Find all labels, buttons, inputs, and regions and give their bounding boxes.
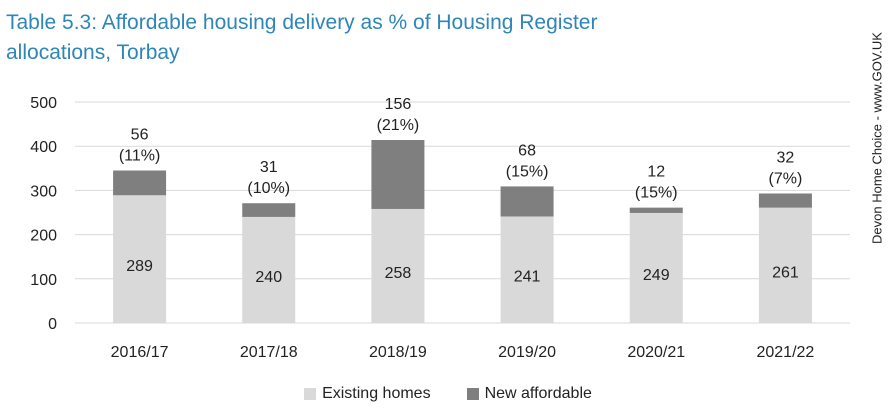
legend: Existing homes New affordable [0, 385, 896, 403]
data-label-existing: 258 [385, 265, 412, 282]
x-tick-label: 2017/18 [240, 344, 298, 361]
data-label-pct: (15%) [506, 163, 549, 180]
legend-swatch-existing [304, 388, 317, 400]
bar-existing-homes [371, 208, 425, 323]
bar-new-affordable [371, 140, 425, 209]
x-tick-label: 2019/20 [498, 344, 556, 361]
data-label-existing: 261 [772, 264, 799, 281]
data-label-existing: 289 [126, 258, 153, 275]
bar-existing-homes [113, 195, 167, 323]
bar-new-affordable [758, 193, 812, 208]
legend-item-new-affordable[interactable]: New affordable [466, 385, 592, 403]
bar-new-affordable [500, 186, 554, 217]
y-tick-label: 0 [48, 316, 57, 333]
x-tick-label: 2021/22 [756, 344, 814, 361]
legend-item-existing[interactable]: Existing homes [304, 385, 431, 403]
bar-existing-homes [629, 212, 683, 323]
y-tick-label: 300 [30, 183, 57, 200]
data-label-existing: 249 [643, 267, 670, 284]
bar-existing-homes [758, 207, 812, 323]
x-tick-label: 2018/19 [369, 344, 427, 361]
data-label-pct: (7%) [769, 170, 803, 187]
x-tick-label: 2016/17 [111, 344, 169, 361]
y-tick-label: 200 [30, 228, 57, 245]
bar-existing-homes [242, 216, 296, 323]
data-label-pct: (15%) [635, 185, 678, 202]
legend-label-new-affordable: New affordable [484, 385, 592, 402]
bar-new-affordable [113, 170, 167, 196]
y-tick-label: 100 [30, 272, 57, 289]
y-tick-label: 500 [30, 95, 57, 112]
bar-new-affordable [629, 207, 683, 213]
bar-existing-homes [500, 216, 554, 323]
legend-label-existing: Existing homes [322, 385, 431, 402]
data-label-pct: (21%) [377, 117, 420, 134]
data-label-existing: 240 [255, 269, 282, 286]
bar-new-affordable [242, 203, 296, 217]
data-label-existing: 241 [514, 269, 541, 286]
data-label-new-affordable: 32 [777, 149, 795, 166]
data-label-new-affordable: 12 [647, 164, 665, 181]
data-label-new-affordable: 56 [131, 127, 149, 144]
data-label-pct: (11%) [119, 148, 161, 165]
legend-swatch-new-affordable [466, 388, 479, 400]
x-tick-label: 2020/21 [627, 344, 685, 361]
data-label-new-affordable: 68 [518, 142, 536, 159]
data-label-new-affordable: 156 [385, 96, 412, 113]
data-label-new-affordable: 31 [260, 159, 278, 176]
data-label-pct: (10%) [247, 180, 290, 197]
chart-title: Table 5.3: Affordable housing delivery a… [6, 11, 598, 64]
y-tick-label: 400 [30, 139, 57, 156]
